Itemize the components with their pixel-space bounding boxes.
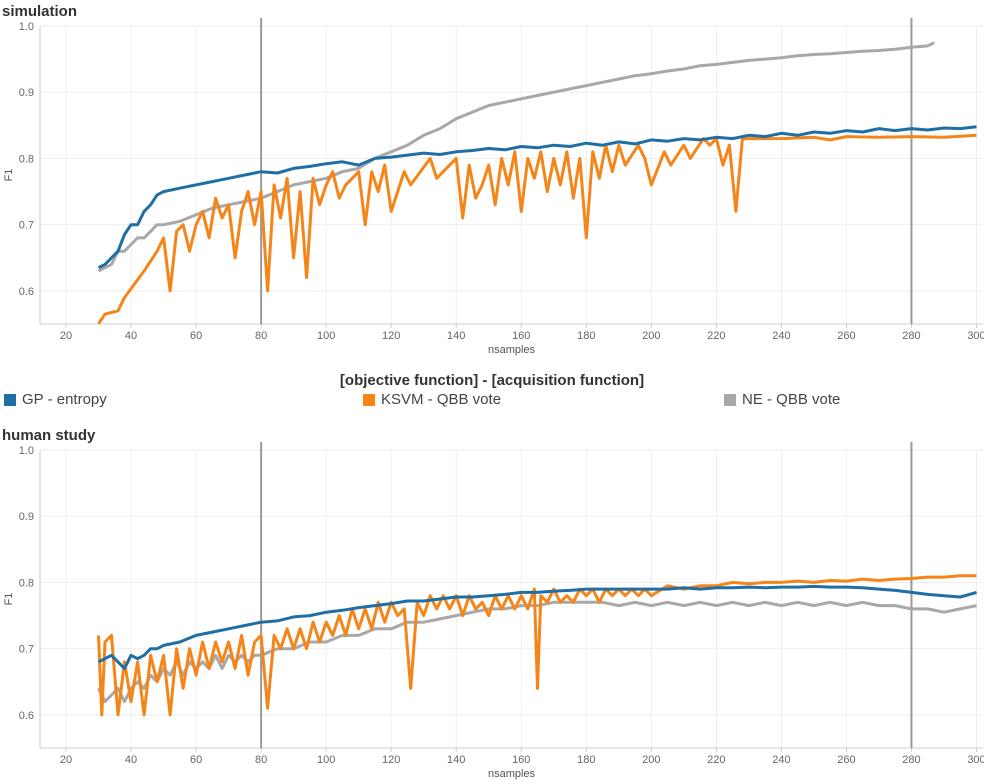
human-study-x-tick-80: 80 <box>255 754 267 766</box>
simulation-x-axis-title: nsamples <box>488 344 536 356</box>
human-study-x-tick-100: 100 <box>317 754 335 766</box>
human-study-y-tick-0.6: 0.6 <box>19 710 34 722</box>
simulation-series-gp-entropy[interactable] <box>97 125 977 270</box>
simulation-x-tick-40: 40 <box>125 330 137 342</box>
simulation-x-tick-260: 260 <box>837 330 855 342</box>
simulation-x-tick-200: 200 <box>642 330 660 342</box>
legend-label-ksvm-qbb-vote: KSVM - QBB vote <box>381 391 502 408</box>
simulation-y-tick-0.7: 0.7 <box>19 220 34 232</box>
chart-title-simulation: simulation <box>2 3 78 20</box>
legend-swatch-ne-qbb-vote <box>724 393 736 406</box>
human-study-chart: 20 40 60 80 100 120 140 160 180 200 220 240 260 280 30… <box>3 442 984 780</box>
human-study-x-tick-60: 60 <box>190 754 202 766</box>
simulation-series-ne-qbb-vote[interactable] <box>97 41 935 273</box>
legend-item-ne-qbb-vote[interactable]: NE - QBB vote <box>724 391 840 408</box>
legend-title: [objective function] - [acquisition func… <box>339 372 645 389</box>
simulation-x-tick-120: 120 <box>382 330 400 342</box>
legend-label-gp-entropy: GP - entropy <box>22 391 107 408</box>
human-study-x-tick-220: 220 <box>707 754 725 766</box>
simulation-x-tick-160: 160 <box>512 330 530 342</box>
human-study-y-tick-0.9: 0.9 <box>19 511 34 523</box>
human-study-x-tick-120: 120 <box>382 754 400 766</box>
human-study-x-tick-280: 280 <box>902 754 920 766</box>
human-study-x-tick-160: 160 <box>512 754 530 766</box>
human-study-x-tick-240: 240 <box>772 754 790 766</box>
human-study-y-axis-title: F1 <box>3 593 15 606</box>
human-study-x-tick-200: 200 <box>642 754 660 766</box>
simulation-y-tick-1: 1.0 <box>19 21 34 33</box>
simulation-x-tick-80: 80 <box>255 330 267 342</box>
simulation-x-tick-140: 140 <box>447 330 465 342</box>
legend-item-ksvm-qbb-vote[interactable]: KSVM - QBB vote <box>363 391 501 408</box>
simulation-x-tick-100: 100 <box>317 330 335 342</box>
human-study-series-gp-entropy[interactable] <box>97 584 977 670</box>
human-study-x-tick-140: 140 <box>447 754 465 766</box>
human-study-x-tick-260: 260 <box>837 754 855 766</box>
human-study-x-tick-20: 20 <box>60 754 72 766</box>
chart-title-human-study: human study <box>2 427 96 444</box>
legend-item-gp-entropy[interactable]: GP - entropy <box>4 391 107 408</box>
simulation-y-tick-0.6: 0.6 <box>19 286 34 298</box>
human-study-y-tick-0.7: 0.7 <box>19 644 34 656</box>
simulation-x-tick-300: 300 <box>967 330 984 342</box>
simulation-x-tick-180: 180 <box>577 330 595 342</box>
legend-label-ne-qbb-vote: NE - QBB vote <box>742 391 841 408</box>
simulation-x-tick-220: 220 <box>707 330 725 342</box>
simulation-y-axis-title: F1 <box>3 169 15 182</box>
simulation-chart: 20 40 60 80 100 120 140 160 180 200 220 240 260 280 30… <box>3 18 984 356</box>
simulation-x-tick-20: 20 <box>60 330 72 342</box>
human-study-series-ksvm-qbb-vote[interactable] <box>97 574 977 717</box>
human-study-y-tick-0.8: 0.8 <box>19 577 34 589</box>
human-study-x-tick-300: 300 <box>967 754 984 766</box>
legend-swatch-gp-entropy <box>4 393 16 406</box>
simulation-x-tick-60: 60 <box>190 330 202 342</box>
simulation-x-tick-240: 240 <box>772 330 790 342</box>
simulation-y-tick-0.9: 0.9 <box>19 87 34 99</box>
human-study-x-tick-40: 40 <box>125 754 137 766</box>
simulation-y-tick-0.8: 0.8 <box>19 153 34 165</box>
simulation-x-tick-280: 280 <box>902 330 920 342</box>
human-study-x-tick-180: 180 <box>577 754 595 766</box>
legend-swatch-ksvm-qbb-vote <box>363 393 375 406</box>
simulation-series-ksvm-qbb-vote[interactable] <box>97 133 977 324</box>
human-study-x-axis-title: nsamples <box>488 768 536 780</box>
human-study-y-tick-1: 1.0 <box>19 445 34 457</box>
